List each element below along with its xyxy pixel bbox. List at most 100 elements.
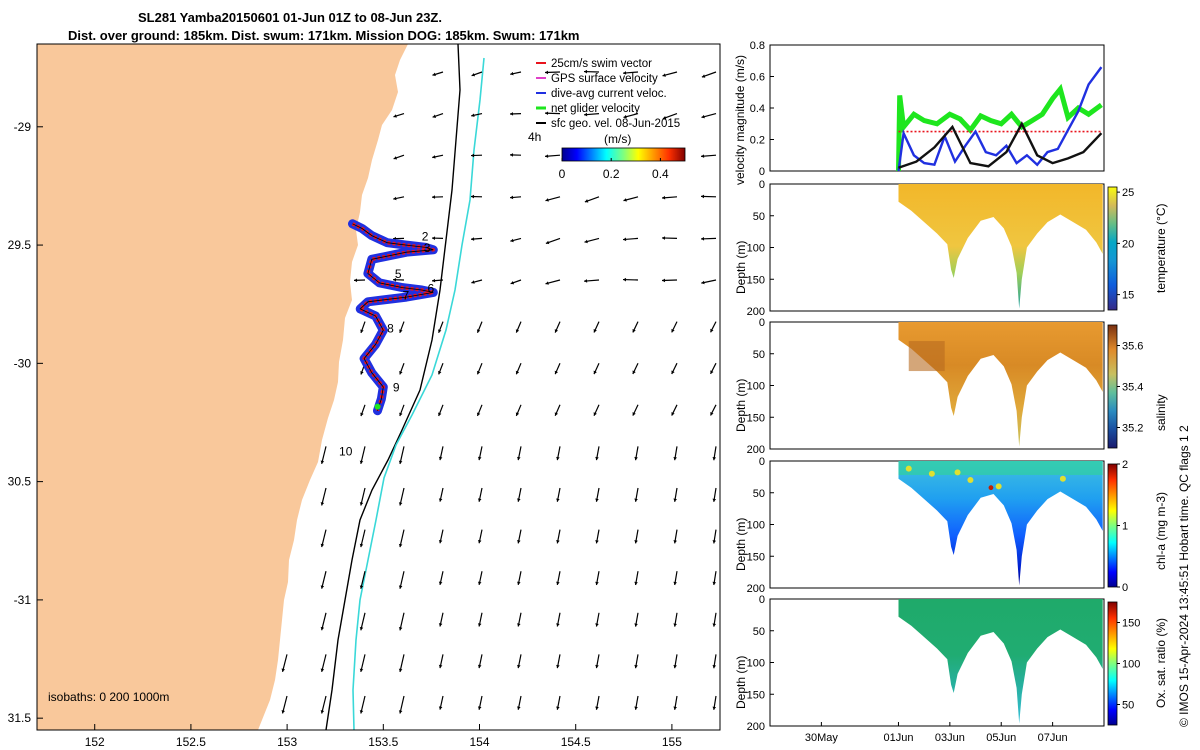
geo-arrow-head — [554, 329, 559, 333]
geo-arrow-head — [477, 456, 482, 461]
geo-arrow-head — [398, 710, 403, 714]
salinity-colorbar — [1107, 324, 1118, 449]
geo-arrow-head — [623, 237, 627, 242]
temperature-y-tick-label: 200 — [747, 306, 765, 318]
day-label: 5 — [395, 267, 402, 281]
chl-a-colorbar-label: chl-a (mg m-3) — [1154, 492, 1168, 570]
oxygen-ylabel: Depth (m) — [734, 656, 748, 709]
geo-arrow-head — [712, 706, 717, 710]
geo-arrow-head — [438, 456, 443, 461]
geo-arrow-head — [359, 585, 364, 589]
geo-arrow-head — [634, 664, 638, 669]
oxygen-y-tick-label: 150 — [747, 689, 765, 701]
velocity-series-black — [898, 121, 1103, 169]
geo-arrow-head — [712, 581, 717, 586]
salinity-panel: 0 50 100 150 200 Depth (m) 35.2 35.4 35.6 salinit… — [734, 317, 1168, 456]
geo-arrow — [399, 446, 405, 465]
chl-a-panel: 0 50 100 150 200 Depth (m) 0 1 2 chl-a (mg m-3) — [734, 456, 1168, 595]
geo-arrow-head — [712, 540, 717, 544]
geo-arrow-head — [360, 412, 364, 417]
salinity-colorbar-tick-label: 35.2 — [1122, 423, 1143, 435]
time-tick-label: 05Jun — [986, 732, 1016, 744]
geo-arrow-head — [359, 626, 364, 631]
geo-arrow-head — [354, 278, 358, 283]
map-y-tick-label: 29.5 — [8, 238, 32, 252]
day-label: 2 — [422, 229, 429, 243]
geo-arrow-head — [517, 664, 521, 669]
geo-arrow-head — [662, 195, 666, 200]
geo-arrow-head — [359, 502, 364, 506]
geo-arrow-head — [556, 498, 560, 502]
geo-arrow-head — [623, 277, 627, 282]
map-x-tick-label: 154.5 — [561, 735, 591, 749]
map-x-tick-label: 152.5 — [176, 735, 206, 749]
geo-arrow-head — [438, 329, 442, 333]
geo-arrow-head — [477, 539, 482, 544]
geo-arrow-head — [595, 456, 599, 461]
geo-arrow-head — [476, 412, 481, 416]
geo-arrow-head — [320, 502, 325, 506]
net-velocity-endpoint — [374, 403, 381, 410]
salinity-y-tick-label: 50 — [753, 349, 765, 361]
geo-arrow — [360, 612, 366, 631]
oxygen-section-data — [898, 599, 1103, 724]
map-y-tick-label: 30.5 — [8, 475, 32, 489]
geo-arrow-head — [399, 329, 403, 333]
geo-arrow-head — [673, 498, 677, 502]
geo-arrow-head — [634, 623, 638, 627]
geo-arrow-head — [595, 498, 599, 502]
legend-swim-vector: 25cm/s swim vector — [551, 58, 652, 70]
geo-arrow-head — [673, 623, 677, 627]
geo-arrow-head — [438, 539, 443, 544]
colorbar-tick-label: 0.2 — [603, 167, 620, 181]
colorbar-gradient — [561, 147, 686, 162]
geo-arrow-head — [595, 540, 599, 544]
colorbar-tick-label: 0 — [559, 167, 566, 181]
geo-arrow-head — [398, 460, 403, 464]
geo-arrow-head — [477, 706, 482, 710]
geo-arrow-head — [710, 370, 714, 374]
geo-arrow-head — [517, 623, 521, 627]
velocity-series-blue — [897, 66, 1103, 172]
geo-velocity-field — [281, 69, 717, 714]
geo-arrow-head — [671, 328, 675, 333]
isobaths-label: isobaths: 0 200 1000m — [48, 690, 169, 704]
geo-arrow-head — [471, 153, 475, 158]
day-label: 10 — [339, 445, 353, 459]
time-tick-label: 03Jun — [935, 732, 965, 744]
geo-arrow-head — [438, 581, 443, 585]
colorbar-unit: (m/s) — [604, 132, 631, 146]
velocity-y-tick-label: 0.6 — [750, 72, 765, 84]
geo-arrow-head — [673, 540, 677, 544]
geo-arrow-head — [595, 664, 599, 669]
geo-arrow — [399, 487, 405, 506]
geo-arrow-head — [517, 456, 521, 461]
geo-arrow-head — [593, 412, 597, 416]
geo-arrow-head — [398, 585, 403, 589]
chl-a-y-tick-label: 100 — [747, 520, 765, 532]
time-tick-label: 30May — [805, 732, 839, 744]
geo-arrow-head — [701, 280, 705, 285]
geo-arrow-head — [477, 664, 482, 669]
geo-arrow-head — [712, 664, 717, 669]
temperature-colorbar-label: temperature (°C) — [1154, 204, 1168, 294]
map-panel: 23 5 6 7 8 9 10 152 152.5 153 153.5 154 154.5 155 -2… — [8, 43, 721, 749]
figure-title: SL281 Yamba20150601 01-Jun 01Z to 08-Jun… — [138, 10, 442, 25]
geo-arrow-head — [393, 156, 398, 160]
geo-arrow-head — [584, 112, 588, 117]
geo-arrow-head — [438, 706, 443, 710]
geo-arrow-head — [438, 498, 443, 502]
geo-arrow-head — [710, 328, 714, 333]
geo-arrow — [321, 487, 327, 506]
geo-arrow-head — [515, 412, 520, 416]
geo-arrow-head — [712, 623, 717, 627]
map-x-axis: 152 152.5 153 153.5 154 154.5 155 — [85, 724, 682, 749]
geo-arrow-head — [556, 706, 560, 710]
geo-arrow-head — [359, 460, 364, 464]
geo-arrow-head — [471, 280, 475, 284]
chl-a-y-tick-label: 0 — [759, 456, 765, 468]
geo-arrow-head — [393, 277, 397, 282]
chl-a-colorbar — [1107, 463, 1118, 588]
geo-arrow-head — [320, 710, 325, 714]
temperature-y-tick-label: 100 — [747, 243, 765, 255]
